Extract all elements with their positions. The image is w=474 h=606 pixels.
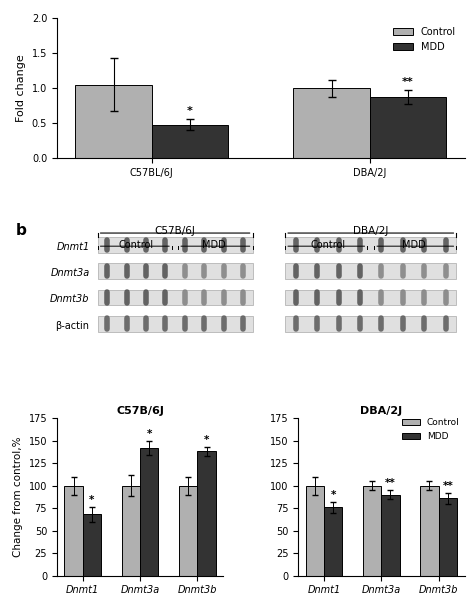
Bar <box>293 88 370 158</box>
Text: C57B/6J: C57B/6J <box>155 227 196 236</box>
Bar <box>179 485 197 576</box>
Bar <box>285 263 456 279</box>
Bar <box>98 316 253 331</box>
Legend: Control, MDD: Control, MDD <box>398 415 463 445</box>
Text: DBA/2J: DBA/2J <box>353 227 389 236</box>
Bar <box>306 485 324 576</box>
Text: Dnmt3a: Dnmt3a <box>50 268 90 278</box>
Title: DBA/2J: DBA/2J <box>360 406 402 416</box>
Bar <box>285 290 456 305</box>
Bar <box>197 451 216 576</box>
Bar <box>285 316 456 331</box>
Bar <box>370 96 446 158</box>
Text: *: * <box>204 435 209 445</box>
Bar <box>285 237 456 253</box>
Legend: Control, MDD: Control, MDD <box>390 23 460 56</box>
Text: Dnmt3b: Dnmt3b <box>50 295 90 304</box>
Bar <box>324 507 342 576</box>
Text: MDD: MDD <box>401 239 426 250</box>
Text: **: ** <box>385 478 396 488</box>
Text: *: * <box>89 496 95 505</box>
Text: Control: Control <box>310 239 346 250</box>
Text: *: * <box>187 106 193 116</box>
Bar <box>438 498 457 576</box>
Text: **: ** <box>402 77 414 87</box>
Bar <box>98 290 253 305</box>
Text: Control: Control <box>119 239 154 250</box>
Y-axis label: Fold change: Fold change <box>16 55 26 122</box>
Text: *: * <box>146 429 152 439</box>
Y-axis label: Change from control,%: Change from control,% <box>13 437 23 557</box>
Bar <box>363 485 381 576</box>
Text: MDD: MDD <box>202 239 226 250</box>
Bar <box>122 485 140 576</box>
Bar <box>98 237 253 253</box>
Bar <box>75 85 152 158</box>
Bar <box>152 125 228 158</box>
Bar <box>64 485 83 576</box>
Bar <box>420 485 438 576</box>
Bar <box>381 494 400 576</box>
Text: Dnmt1: Dnmt1 <box>56 242 90 252</box>
Bar <box>83 514 101 576</box>
Bar <box>98 263 253 279</box>
Title: C57B/6J: C57B/6J <box>116 406 164 416</box>
Bar <box>140 448 158 576</box>
Text: b: b <box>16 222 27 238</box>
Text: *: * <box>330 490 336 500</box>
Text: β-actin: β-actin <box>55 321 90 331</box>
Text: **: ** <box>442 481 453 491</box>
